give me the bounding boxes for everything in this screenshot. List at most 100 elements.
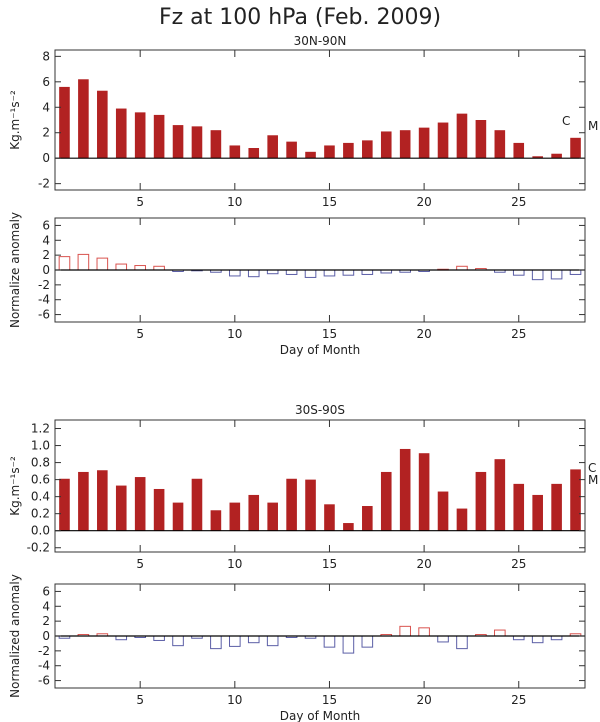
marker-label-m: M [588, 473, 598, 487]
bar [153, 488, 165, 531]
panel-title: 30N-90N [294, 34, 347, 48]
bar [59, 86, 70, 159]
bar [323, 635, 336, 648]
y-tick-label: 0.6 [31, 473, 50, 487]
bar [210, 130, 222, 159]
bar [323, 269, 336, 277]
bar [456, 113, 468, 159]
bar [172, 125, 184, 159]
bar [362, 506, 373, 531]
y-axis-label: Normalized anomaly [8, 574, 22, 698]
bar [343, 523, 354, 531]
bar [342, 635, 355, 654]
bar [229, 269, 241, 277]
y-tick-label: -4 [38, 293, 50, 307]
x-tick-label: 5 [136, 327, 144, 341]
x-tick-label: 20 [416, 195, 431, 209]
bar [229, 502, 241, 531]
y-tick-label: 2 [42, 614, 50, 628]
x-tick-label: 10 [227, 327, 242, 341]
y-tick-label: 6 [42, 584, 50, 598]
bar [551, 153, 562, 159]
bar [380, 471, 392, 531]
marker-label-c: C [588, 461, 596, 475]
bar [532, 494, 543, 531]
y-tick-label: 2 [42, 248, 50, 262]
y-tick-label: 4 [42, 100, 50, 114]
bar [248, 148, 260, 159]
bar [512, 269, 525, 276]
x-tick-label: 5 [136, 195, 144, 209]
y-tick-label: 1.0 [31, 439, 50, 453]
x-tick-label: 15 [322, 195, 337, 209]
bar [380, 131, 392, 159]
bar [475, 471, 487, 531]
bar [361, 269, 374, 275]
bar [97, 470, 108, 531]
y-tick-label: 1.2 [31, 422, 50, 436]
bar [248, 494, 260, 531]
bar [362, 140, 373, 159]
y-tick-label: 4 [42, 599, 50, 613]
marker-label-m: M [588, 119, 598, 133]
bar [456, 508, 468, 531]
x-tick-label: 15 [322, 327, 337, 341]
x-tick-label: 20 [416, 693, 431, 707]
marker-label-c: C [562, 114, 570, 128]
x-tick-label: 10 [227, 195, 242, 209]
bar [267, 135, 278, 159]
panel-title: 30S-90S [295, 403, 345, 417]
bar [342, 269, 355, 276]
bar [531, 635, 544, 644]
bar [172, 502, 184, 531]
bar [399, 625, 411, 637]
y-tick-label: -4 [38, 659, 50, 673]
bar [96, 257, 109, 271]
x-tick-label: 25 [511, 195, 526, 209]
bar [513, 142, 525, 159]
y-tick-label: 8 [42, 49, 50, 63]
y-tick-label: 0.0 [31, 524, 50, 538]
bar [134, 112, 146, 159]
y-tick-label: -2 [38, 177, 50, 191]
bar [513, 483, 525, 531]
bar [153, 114, 165, 159]
x-tick-label: 5 [136, 557, 144, 571]
y-axis-label: Normalize anomaly [8, 212, 22, 328]
x-tick-label: 15 [322, 693, 337, 707]
y-tick-label: 6 [42, 75, 50, 89]
plot-frame [54, 49, 586, 191]
bar [172, 635, 184, 647]
x-axis-label: Day of Month [280, 709, 361, 722]
panel-3: 30S-90S -0.2 0.0 0.2 0.4 0.6 0.8 1.0 1.2 5 10 15 20 2… [8, 403, 598, 571]
bar [115, 108, 127, 159]
bar [437, 122, 449, 159]
y-tick-label: 6 [42, 218, 50, 232]
bar [475, 120, 487, 159]
bar [418, 453, 430, 531]
bar [191, 126, 203, 159]
bar [304, 269, 317, 278]
bar [324, 504, 335, 531]
bar [134, 477, 146, 531]
y-tick-label: -2 [38, 644, 50, 658]
bar [286, 478, 297, 531]
x-tick-label: 25 [511, 557, 526, 571]
bar [570, 137, 581, 159]
bar [437, 491, 449, 531]
y-tick-label: 0 [42, 629, 50, 643]
bar [324, 145, 335, 159]
x-tick-label: 25 [511, 327, 526, 341]
bar [247, 635, 260, 644]
bar [456, 635, 468, 650]
bar [115, 485, 127, 531]
bar [229, 635, 241, 647]
bar [532, 156, 543, 159]
x-tick-label: 10 [227, 557, 242, 571]
bar [285, 269, 298, 275]
bar [418, 127, 430, 159]
y-tick-label: 2 [42, 126, 50, 140]
bar [550, 269, 563, 280]
